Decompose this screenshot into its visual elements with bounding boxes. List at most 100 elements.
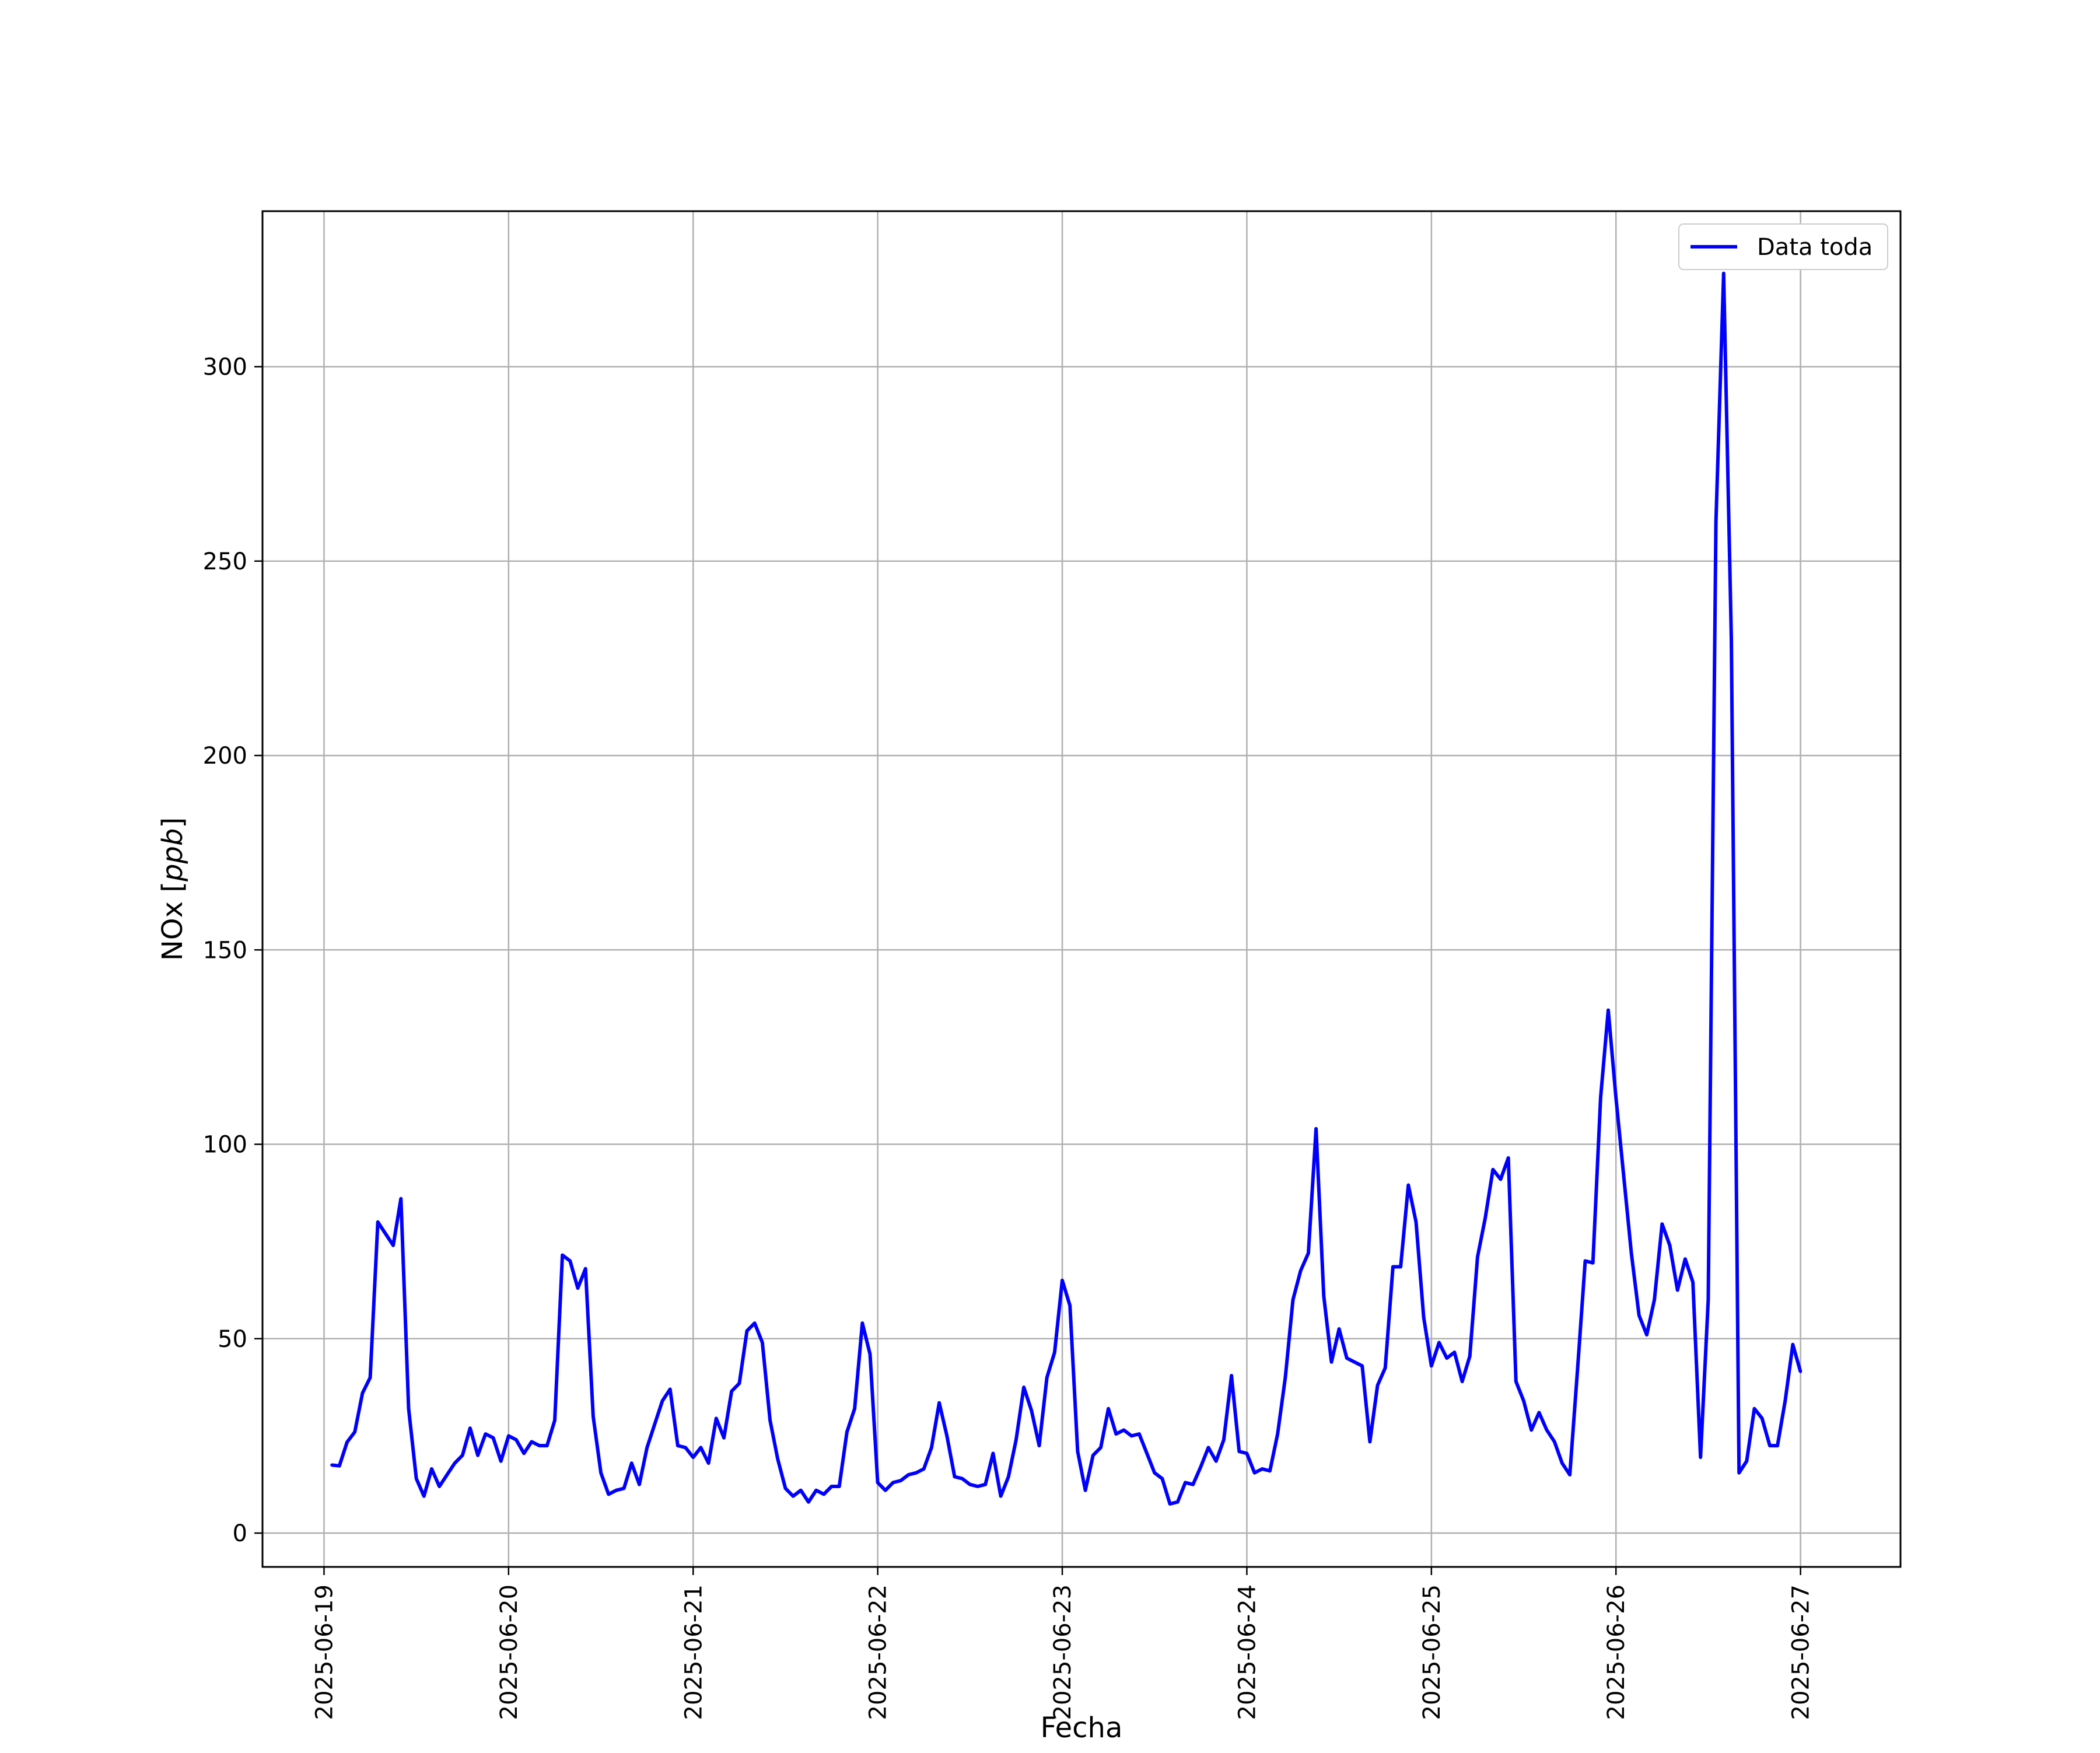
data-point <box>1452 1350 1456 1354</box>
x-tick-label: 2025-06-21 <box>680 1584 707 1720</box>
data-point <box>1576 1368 1579 1371</box>
x-tick-label: 2025-06-25 <box>1419 1584 1446 1720</box>
data-point <box>1760 1416 1764 1420</box>
data-point <box>1614 1096 1618 1100</box>
data-point <box>1360 1364 1364 1367</box>
data-point <box>1114 1432 1118 1436</box>
data-point <box>1599 1096 1602 1100</box>
data-point <box>445 1473 449 1476</box>
data-point <box>1222 1438 1226 1441</box>
data-point <box>622 1486 626 1490</box>
data-point <box>530 1440 533 1443</box>
data-point <box>1145 1451 1149 1455</box>
x-tick-label: 2025-06-23 <box>1049 1584 1076 1720</box>
data-point <box>1461 1380 1464 1383</box>
y-tick-label: 100 <box>203 1132 247 1159</box>
data-point <box>1422 1315 1426 1319</box>
data-point <box>1483 1216 1487 1220</box>
data-point <box>1330 1360 1333 1364</box>
data-point <box>538 1444 541 1447</box>
data-point <box>722 1436 726 1440</box>
data-point <box>1722 272 1726 275</box>
x-tick-label: 2025-06-22 <box>865 1584 892 1720</box>
data-point <box>922 1467 926 1471</box>
data-point <box>568 1259 572 1262</box>
data-point <box>1214 1460 1218 1463</box>
data-point <box>1345 1356 1349 1360</box>
data-point <box>814 1489 818 1492</box>
data-point <box>1368 1440 1371 1443</box>
data-point <box>369 1376 372 1379</box>
data-point <box>1138 1432 1141 1436</box>
y-axis-title-plain: NOx [ <box>156 881 189 961</box>
data-point <box>1415 1220 1418 1224</box>
series-line-data-toda <box>331 271 1803 1506</box>
data-point <box>945 1434 949 1437</box>
data-point <box>1191 1483 1195 1486</box>
data-point <box>653 1422 656 1426</box>
data-point <box>1022 1385 1026 1389</box>
data-point <box>407 1407 410 1411</box>
data-point <box>1591 1261 1595 1265</box>
y-tick-label: 150 <box>203 937 247 964</box>
data-point <box>699 1446 702 1449</box>
data-point <box>737 1381 741 1385</box>
data-point <box>822 1492 825 1496</box>
data-point <box>461 1454 464 1457</box>
data-point <box>1584 1259 1587 1262</box>
data-point <box>1699 1455 1702 1459</box>
data-point <box>1406 1184 1410 1187</box>
data-point <box>907 1473 910 1476</box>
data-point <box>1791 1343 1794 1346</box>
x-tick-label: 2025-06-19 <box>311 1584 338 1720</box>
data-point <box>1322 1294 1325 1297</box>
y-tick-label: 0 <box>233 1520 247 1547</box>
data-point <box>1245 1451 1248 1455</box>
data-point <box>1353 1360 1356 1364</box>
data-point <box>360 1391 364 1395</box>
data-point <box>1753 1407 1756 1411</box>
data-point <box>345 1440 349 1444</box>
data-point <box>468 1426 472 1430</box>
data-point <box>1737 1471 1741 1475</box>
data-point <box>984 1483 987 1486</box>
x-tick-label: 2025-06-27 <box>1788 1584 1815 1720</box>
data-point <box>507 1434 510 1437</box>
x-tick-label: 2025-06-26 <box>1603 1584 1630 1720</box>
data-point <box>330 1463 334 1467</box>
data-point <box>953 1475 956 1478</box>
data-point <box>1476 1255 1479 1259</box>
data-point <box>1391 1265 1395 1268</box>
data-point <box>353 1430 356 1434</box>
data-point <box>1207 1446 1210 1449</box>
data-point <box>668 1387 672 1391</box>
data-point <box>1007 1475 1010 1478</box>
data-point <box>430 1467 433 1471</box>
data-point <box>676 1444 680 1447</box>
data-point <box>1283 1376 1287 1379</box>
data-point <box>1768 1444 1772 1447</box>
x-tick-label: 2025-06-20 <box>496 1584 523 1720</box>
data-point <box>415 1477 418 1481</box>
data-point <box>1292 1298 1294 1301</box>
data-point <box>1776 1444 1779 1447</box>
data-point <box>1399 1265 1402 1268</box>
data-point <box>584 1267 587 1271</box>
data-point <box>784 1486 787 1490</box>
data-point <box>961 1477 964 1481</box>
data-point <box>645 1446 649 1449</box>
grid-lines <box>262 211 1901 1567</box>
data-point <box>1237 1450 1241 1453</box>
data-point <box>1560 1461 1564 1465</box>
data-point <box>937 1401 941 1405</box>
data-point <box>1653 1298 1656 1301</box>
y-tick-label: 250 <box>203 548 247 575</box>
data-point <box>746 1329 748 1332</box>
data-point <box>1014 1438 1018 1441</box>
data-point <box>492 1436 495 1440</box>
data-point <box>399 1197 402 1201</box>
data-point <box>338 1464 341 1468</box>
data-point <box>830 1485 833 1488</box>
data-point <box>522 1451 526 1455</box>
